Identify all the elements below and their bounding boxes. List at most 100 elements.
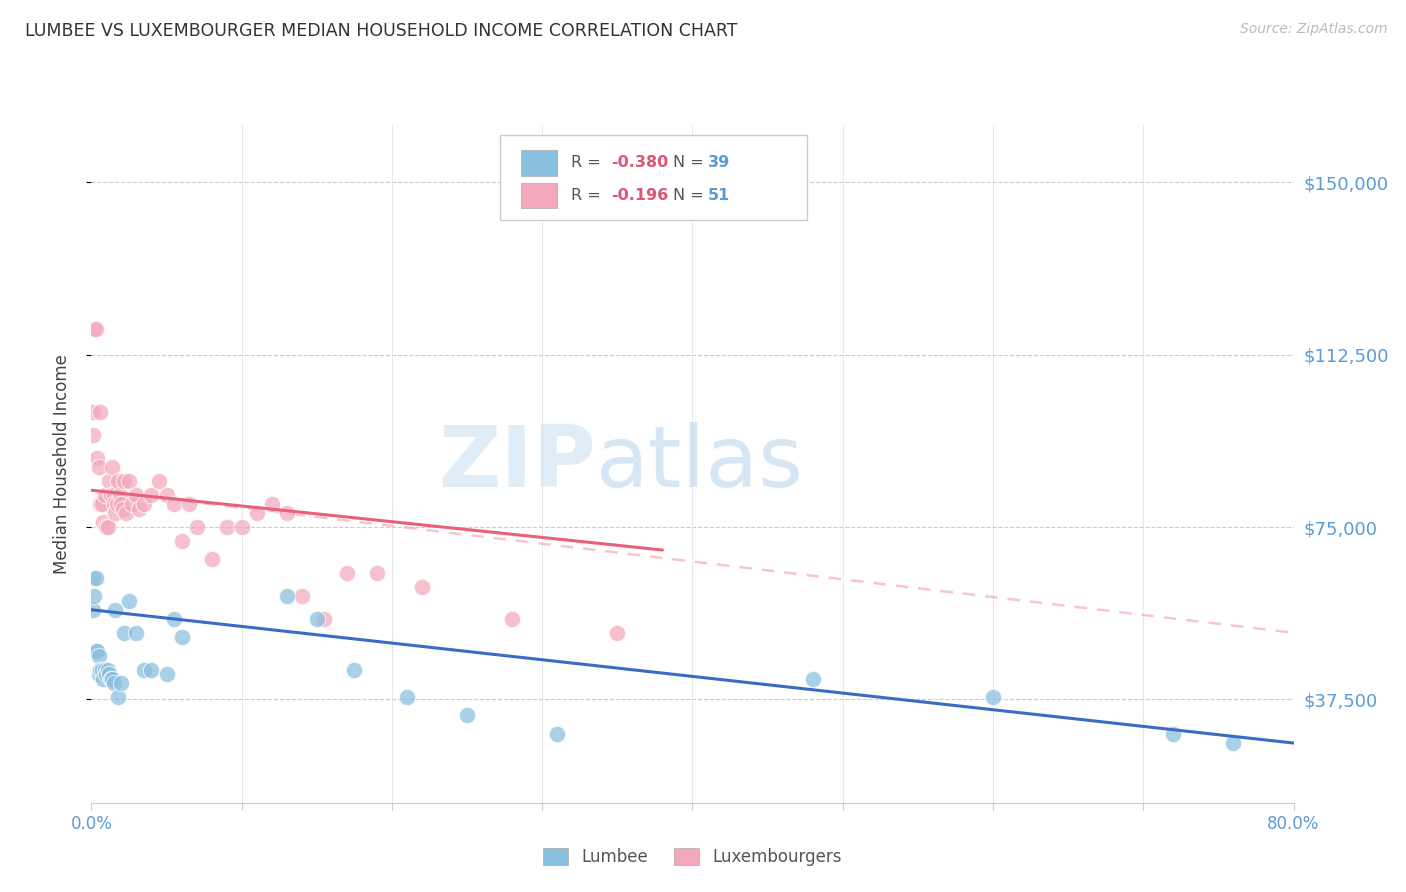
Point bbox=[103, 676, 125, 690]
Point bbox=[215, 520, 238, 534]
Text: Source: ZipAtlas.com: Source: ZipAtlas.com bbox=[1240, 22, 1388, 37]
Point bbox=[94, 488, 117, 502]
Point bbox=[105, 497, 128, 511]
Point bbox=[97, 520, 120, 534]
Point bbox=[801, 672, 824, 686]
Point bbox=[108, 488, 131, 502]
Point bbox=[118, 593, 141, 607]
Legend: Lumbee, Luxembourgers: Lumbee, Luxembourgers bbox=[537, 841, 848, 872]
Point bbox=[141, 488, 163, 502]
Point bbox=[96, 520, 118, 534]
Text: -0.380: -0.380 bbox=[610, 155, 668, 170]
Point bbox=[100, 672, 122, 686]
Text: atlas: atlas bbox=[596, 422, 804, 506]
Point bbox=[87, 648, 110, 663]
Point bbox=[86, 644, 108, 658]
Point bbox=[104, 603, 127, 617]
FancyBboxPatch shape bbox=[520, 150, 557, 176]
FancyBboxPatch shape bbox=[501, 135, 807, 219]
Point bbox=[84, 571, 107, 585]
Point bbox=[82, 428, 104, 442]
Point bbox=[1222, 736, 1244, 750]
Text: R =: R = bbox=[571, 155, 606, 170]
Point bbox=[366, 566, 388, 580]
Point bbox=[155, 488, 177, 502]
Point bbox=[606, 625, 628, 640]
Point bbox=[89, 663, 111, 677]
Point bbox=[82, 603, 104, 617]
Point bbox=[163, 612, 186, 626]
Point bbox=[97, 663, 120, 677]
Point bbox=[90, 663, 112, 677]
Point bbox=[314, 612, 336, 626]
Point bbox=[93, 516, 115, 530]
Point bbox=[132, 663, 155, 677]
Point bbox=[305, 612, 328, 626]
Point bbox=[104, 506, 127, 520]
FancyBboxPatch shape bbox=[520, 183, 557, 208]
Text: 51: 51 bbox=[709, 188, 730, 202]
Point bbox=[163, 497, 186, 511]
Point bbox=[231, 520, 253, 534]
Point bbox=[276, 506, 298, 520]
Point bbox=[103, 488, 125, 502]
Text: -0.196: -0.196 bbox=[610, 188, 668, 202]
Point bbox=[546, 727, 568, 741]
Point bbox=[98, 474, 121, 488]
Text: LUMBEE VS LUXEMBOURGER MEDIAN HOUSEHOLD INCOME CORRELATION CHART: LUMBEE VS LUXEMBOURGER MEDIAN HOUSEHOLD … bbox=[25, 22, 738, 40]
Text: ZIP: ZIP bbox=[439, 422, 596, 506]
Point bbox=[111, 501, 134, 516]
Y-axis label: Median Household Income: Median Household Income bbox=[52, 354, 70, 574]
Point bbox=[121, 497, 143, 511]
Point bbox=[87, 667, 110, 681]
Point bbox=[177, 497, 200, 511]
Text: R =: R = bbox=[571, 188, 606, 202]
Point bbox=[93, 672, 115, 686]
Point bbox=[260, 497, 283, 511]
Point bbox=[170, 533, 193, 548]
Point bbox=[336, 566, 359, 580]
Point bbox=[110, 676, 132, 690]
Point bbox=[96, 667, 118, 681]
Point bbox=[141, 663, 163, 677]
Point bbox=[103, 497, 125, 511]
Point bbox=[83, 322, 105, 336]
Point bbox=[83, 589, 105, 603]
Point bbox=[155, 667, 177, 681]
Point bbox=[101, 672, 124, 686]
Point bbox=[186, 520, 208, 534]
Point bbox=[82, 571, 104, 585]
Point bbox=[170, 631, 193, 645]
Point bbox=[84, 322, 107, 336]
Point bbox=[115, 506, 138, 520]
Point bbox=[89, 497, 111, 511]
Point bbox=[101, 460, 124, 475]
Point bbox=[114, 474, 136, 488]
Point bbox=[86, 451, 108, 466]
Point bbox=[291, 589, 314, 603]
Point bbox=[501, 612, 523, 626]
Text: 39: 39 bbox=[709, 155, 730, 170]
Point bbox=[114, 625, 136, 640]
Point bbox=[148, 474, 170, 488]
Point bbox=[201, 552, 224, 566]
Point bbox=[395, 690, 418, 704]
Point bbox=[456, 708, 478, 723]
Point bbox=[981, 690, 1004, 704]
Point bbox=[246, 506, 269, 520]
Point bbox=[276, 589, 298, 603]
Point bbox=[90, 497, 112, 511]
Point bbox=[107, 474, 129, 488]
Point bbox=[118, 474, 141, 488]
Point bbox=[1161, 727, 1184, 741]
Point bbox=[98, 667, 121, 681]
Point bbox=[411, 580, 433, 594]
Point bbox=[100, 488, 122, 502]
Text: N =: N = bbox=[673, 155, 709, 170]
Point bbox=[94, 663, 117, 677]
Point bbox=[343, 663, 366, 677]
Point bbox=[82, 405, 104, 419]
Point bbox=[107, 690, 129, 704]
Point bbox=[125, 488, 148, 502]
Point bbox=[125, 625, 148, 640]
